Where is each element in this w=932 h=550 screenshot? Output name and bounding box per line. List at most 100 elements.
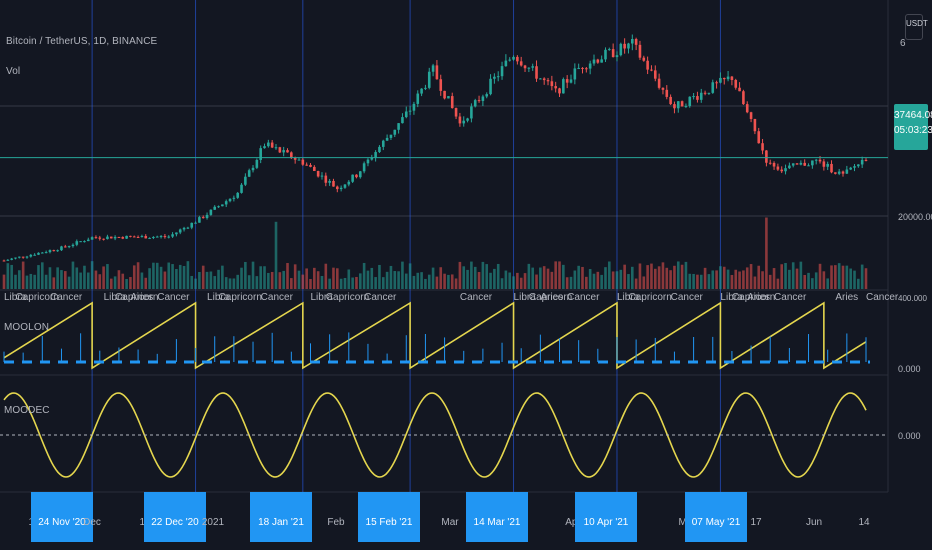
candle-body bbox=[519, 61, 523, 66]
volume-bar bbox=[41, 262, 44, 289]
candle-body bbox=[539, 78, 542, 80]
volume-bar bbox=[653, 268, 657, 289]
volume-bar bbox=[316, 271, 320, 289]
candle-body bbox=[14, 257, 17, 259]
volume-bar bbox=[811, 278, 814, 289]
candle-body bbox=[611, 49, 615, 58]
volume-bar bbox=[646, 265, 649, 289]
volume-bar bbox=[10, 264, 13, 289]
candle-body bbox=[531, 66, 534, 68]
volume-bar bbox=[381, 277, 385, 289]
volume-bar bbox=[730, 274, 734, 289]
volume-bar bbox=[860, 264, 864, 289]
candle-body bbox=[25, 256, 29, 258]
candle-body bbox=[313, 166, 316, 172]
candle-body bbox=[420, 88, 423, 94]
volume-bar bbox=[171, 264, 174, 289]
x-tick-label: 10 Apr '21 bbox=[584, 517, 629, 528]
candle-body bbox=[171, 234, 174, 237]
candle-body bbox=[244, 176, 247, 185]
volume-bar bbox=[378, 264, 381, 289]
x-tick-label: 17 bbox=[750, 517, 762, 528]
candle-body bbox=[424, 87, 427, 89]
candle-body bbox=[182, 227, 186, 230]
candle-body bbox=[10, 258, 13, 260]
volume-bar bbox=[665, 267, 669, 289]
candle-body bbox=[799, 162, 803, 165]
candle-body bbox=[780, 169, 784, 172]
volume-bar bbox=[14, 274, 17, 289]
volume-bar bbox=[699, 274, 703, 289]
zodiac-label: Cancer bbox=[567, 292, 600, 303]
volume-bar bbox=[106, 264, 109, 289]
volume-bar bbox=[788, 269, 791, 289]
volume-bar bbox=[849, 268, 852, 289]
candle-body bbox=[692, 96, 695, 98]
candle-body bbox=[646, 60, 649, 70]
zodiac-label: Aries bbox=[747, 292, 770, 303]
volume-bar bbox=[125, 278, 128, 289]
volume-bar bbox=[661, 262, 665, 289]
symbol-title[interactable]: Bitcoin / TetherUS, 1D, BINANCE bbox=[6, 36, 158, 47]
volume-bar bbox=[539, 267, 542, 289]
moolon-label[interactable]: MOOLON bbox=[4, 322, 50, 333]
volume-bar bbox=[707, 274, 711, 289]
candle-body bbox=[489, 78, 492, 95]
candle-body bbox=[581, 67, 584, 69]
volume-bar bbox=[757, 265, 761, 289]
volume-bar bbox=[175, 269, 178, 289]
volume-bar bbox=[611, 271, 615, 289]
candle-body bbox=[56, 250, 59, 252]
volume-bar bbox=[600, 274, 603, 289]
candle-body bbox=[814, 159, 818, 161]
volume-bar bbox=[328, 278, 331, 289]
candle-body bbox=[159, 236, 163, 238]
currency-button[interactable]: USDT bbox=[905, 14, 928, 40]
volume-bar bbox=[519, 277, 523, 289]
candle-body bbox=[550, 81, 554, 87]
candle-body bbox=[320, 175, 324, 177]
candle-body bbox=[190, 222, 194, 228]
candle-body bbox=[707, 92, 711, 94]
candle-body bbox=[401, 117, 404, 124]
candle-body bbox=[784, 168, 787, 172]
candle-body bbox=[753, 118, 757, 132]
volume-bar bbox=[186, 261, 190, 289]
candle-body bbox=[546, 80, 550, 82]
candle-body bbox=[397, 123, 400, 130]
candle-body bbox=[63, 246, 67, 248]
volume-bar bbox=[565, 277, 569, 289]
volume-bar bbox=[822, 271, 826, 289]
moodec-label[interactable]: MOODEC bbox=[4, 405, 50, 416]
volume-label[interactable]: Vol bbox=[6, 66, 21, 77]
volume-bar bbox=[688, 273, 692, 289]
volume-bar bbox=[631, 266, 634, 289]
candle-body bbox=[715, 82, 718, 84]
x-tick-label: 2021 bbox=[202, 517, 225, 528]
candle-body bbox=[132, 236, 136, 238]
volume-bar bbox=[481, 261, 485, 289]
volume-bar bbox=[132, 265, 136, 289]
candle-body bbox=[343, 184, 347, 188]
candle-body bbox=[247, 170, 251, 177]
zodiac-label: Aries bbox=[540, 292, 563, 303]
volume-bar bbox=[477, 272, 481, 289]
zodiac-label: Cancer bbox=[671, 292, 704, 303]
zodiac-label: Cancer bbox=[866, 292, 899, 303]
candle-body bbox=[765, 150, 768, 163]
x-tick-label: 15 Feb '21 bbox=[366, 517, 413, 528]
candle-body bbox=[703, 92, 707, 94]
volume-bar bbox=[546, 268, 550, 289]
candle-body bbox=[719, 77, 722, 83]
volume-bar bbox=[182, 266, 186, 289]
candle-body bbox=[742, 91, 745, 105]
candle-body bbox=[592, 59, 596, 64]
volume-bar bbox=[531, 267, 534, 289]
candle-body bbox=[665, 89, 669, 97]
candle-body bbox=[470, 106, 473, 119]
moolon-tick-label: 0.000 bbox=[898, 364, 921, 374]
volume-bar bbox=[604, 267, 607, 289]
volume-bar bbox=[711, 270, 715, 289]
volume-bar bbox=[420, 272, 423, 289]
